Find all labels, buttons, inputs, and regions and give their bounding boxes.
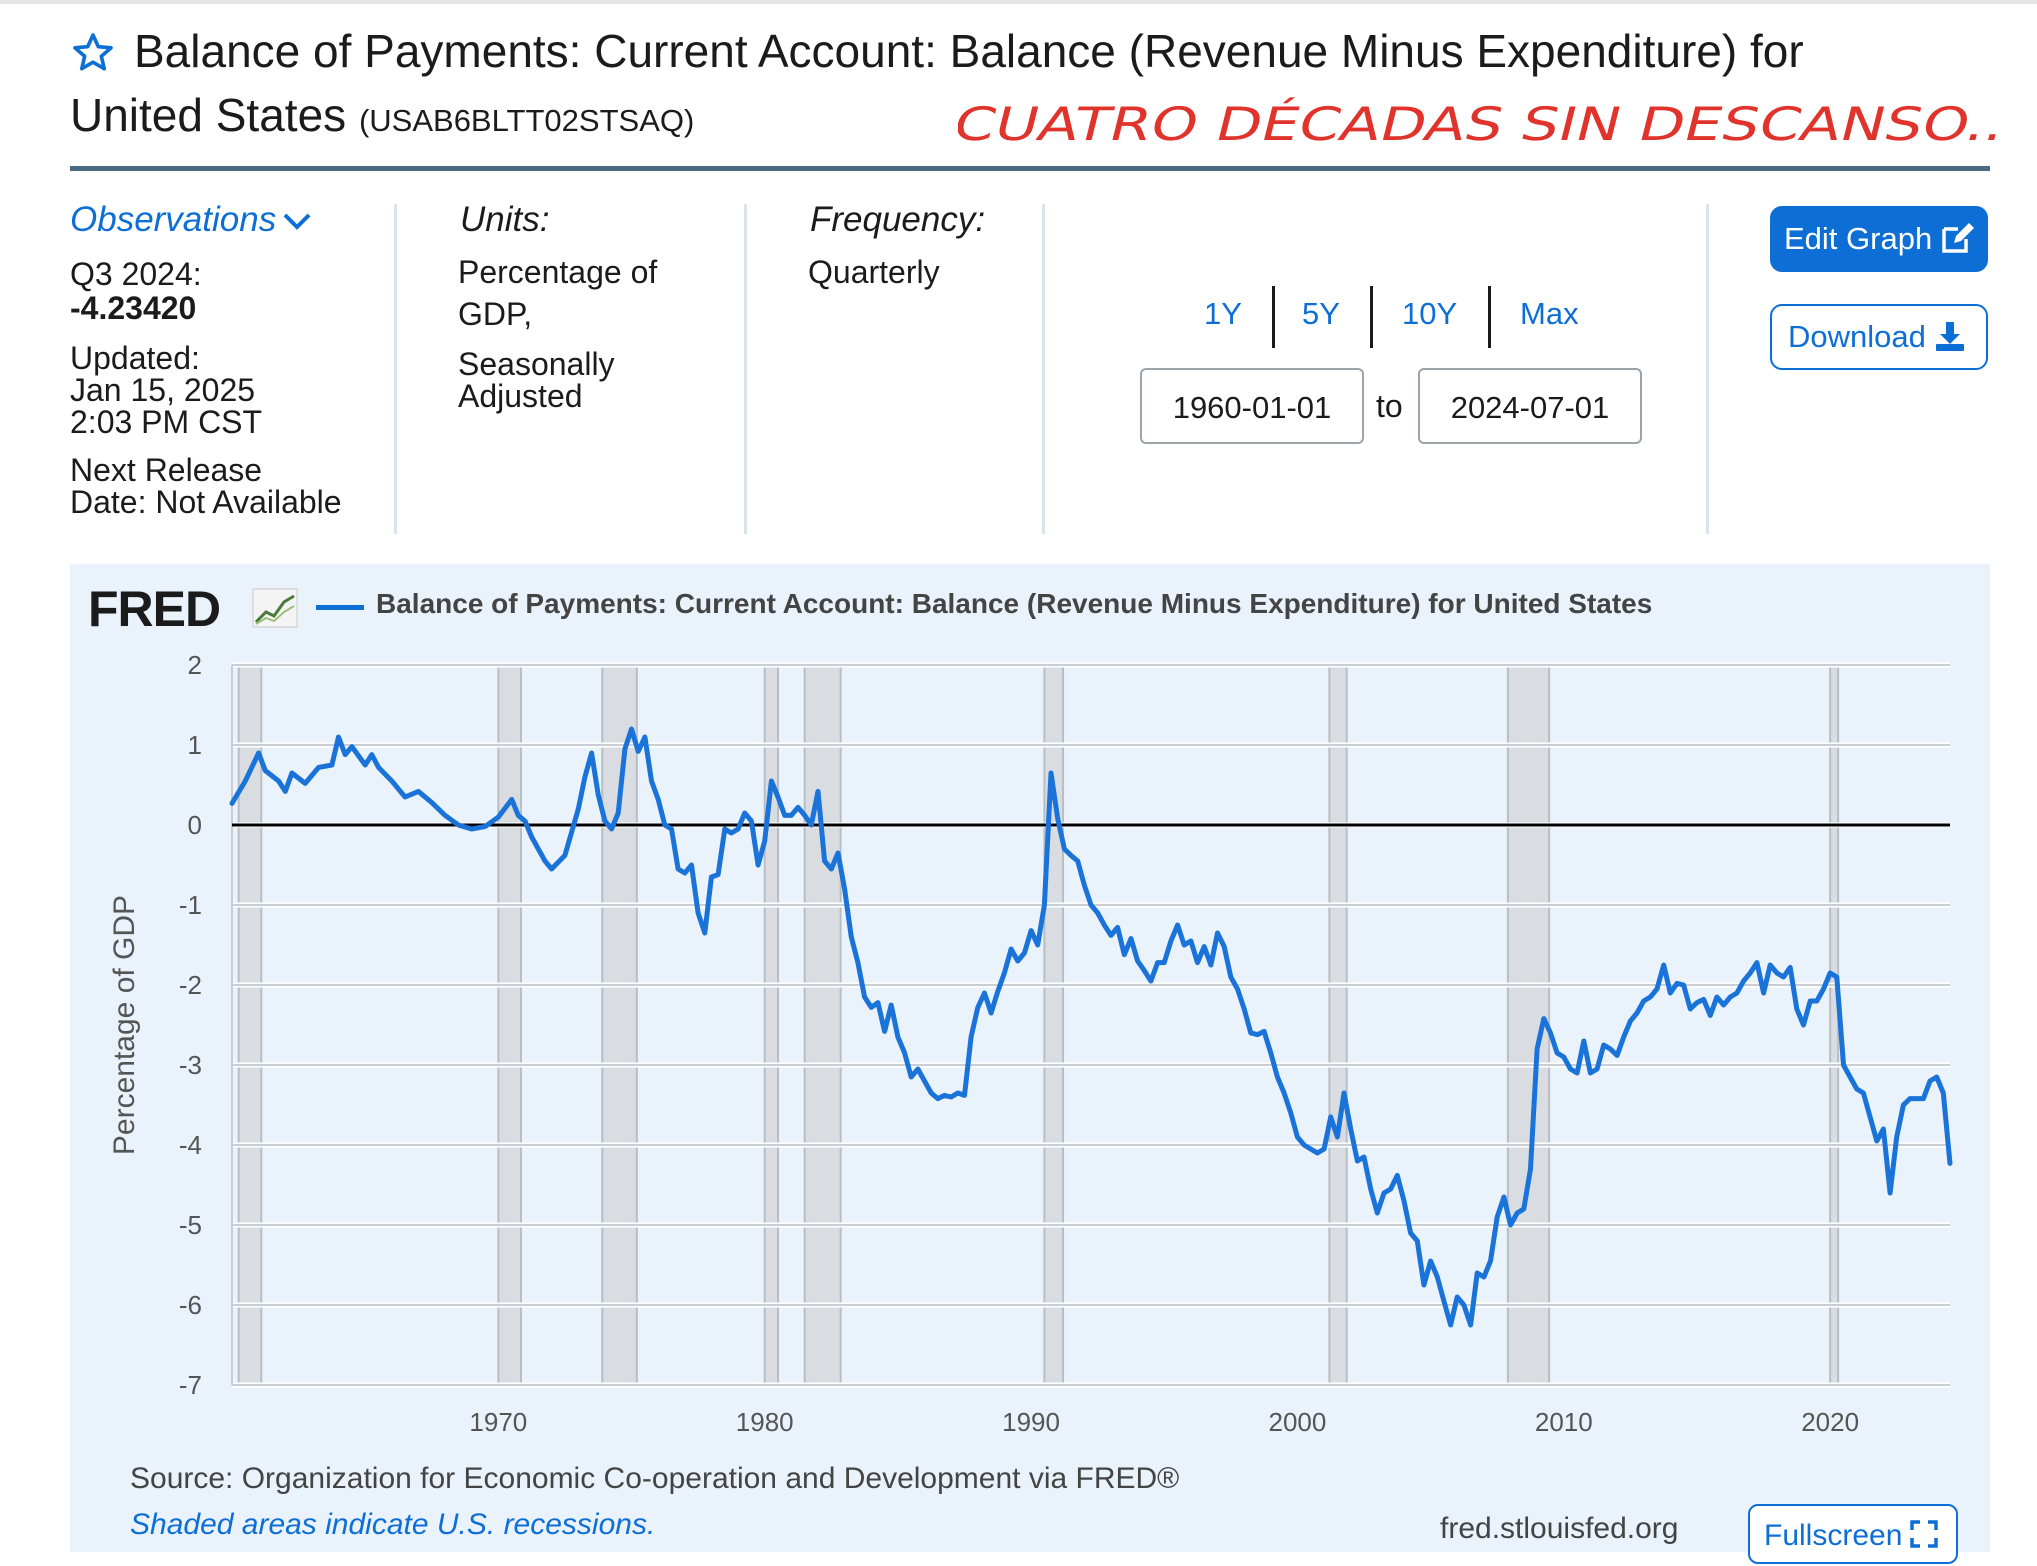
y-tick-label: 0	[188, 810, 202, 840]
units-line3: Seasonally	[458, 346, 615, 382]
fred-url[interactable]: fred.stlouisfed.org	[1440, 1512, 1679, 1545]
legend-series-label: Balance of Payments: Current Account: Ba…	[376, 588, 1653, 619]
x-tick-label: 1990	[1002, 1407, 1060, 1437]
chevron-down-icon	[283, 213, 311, 230]
next-release-label: Next Release	[70, 452, 263, 488]
fullscreen-label: Fullscreen	[1764, 1519, 1903, 1552]
next-release-value: Date: Not Available	[70, 484, 342, 520]
y-tick-label: -1	[179, 890, 202, 920]
handwritten-note: CUATRO DÉCADAS SIN DESCANSO..	[958, 98, 2011, 152]
y-axis-title: Percentage of GDP	[108, 895, 141, 1155]
fred-chart-logo-icon	[252, 588, 298, 628]
x-tick-label: 2020	[1801, 1407, 1859, 1437]
range-5y-button[interactable]: 5Y	[1302, 296, 1340, 331]
recession-band	[1329, 665, 1347, 1385]
x-tick-label: 1980	[736, 1407, 794, 1437]
range-divider	[1488, 286, 1491, 348]
recession-band	[1830, 665, 1839, 1385]
observations-label: Observations	[70, 200, 277, 239]
recession-note[interactable]: Shaded areas indicate U.S. recessions.	[130, 1508, 656, 1541]
edit-graph-label: Edit Graph	[1784, 221, 1933, 256]
title-country: United States	[70, 89, 347, 141]
units-line4: Adjusted	[458, 378, 583, 414]
fullscreen-button[interactable]: Fullscreen	[1748, 1504, 1958, 1564]
start-date-input[interactable]: 1960-01-01	[1140, 368, 1364, 444]
source-note: Source: Organization for Economic Co-ope…	[130, 1462, 1180, 1495]
column-divider	[744, 204, 747, 534]
range-10y-button[interactable]: 10Y	[1402, 296, 1458, 331]
recession-band	[764, 665, 779, 1385]
y-tick-label: -2	[179, 970, 202, 1000]
edit-graph-button[interactable]: Edit Graph	[1770, 206, 1988, 272]
fullscreen-icon	[1910, 1520, 1939, 1548]
range-1y-button[interactable]: 1Y	[1204, 296, 1242, 331]
range-max-button[interactable]: Max	[1520, 296, 1579, 331]
x-tick-label: 2000	[1269, 1407, 1327, 1437]
x-tick-label: 2010	[1535, 1407, 1593, 1437]
column-divider	[1042, 204, 1045, 534]
y-tick-label: -5	[179, 1210, 202, 1240]
x-tick-label: 1970	[469, 1407, 527, 1437]
y-tick-label: 2	[188, 650, 202, 680]
recession-band	[238, 665, 262, 1385]
download-icon	[1935, 321, 1964, 351]
range-divider	[1272, 286, 1275, 348]
observations-toggle[interactable]: Observations	[70, 200, 312, 240]
frequency-header: Frequency:	[810, 200, 986, 239]
series-line	[229, 726, 1953, 1328]
obs-period: Q3 2024:	[70, 256, 202, 292]
column-divider	[1706, 204, 1709, 534]
y-tick-label: -7	[179, 1370, 202, 1400]
y-tick-label: -3	[179, 1050, 202, 1080]
top-border	[0, 0, 2037, 4]
end-date-input[interactable]: 2024-07-01	[1418, 368, 1642, 444]
recession-band	[804, 665, 841, 1385]
column-divider	[394, 204, 397, 534]
recession-band	[602, 665, 637, 1385]
line-chart: 2 1 0 -1 -2 -3 -4 -5 -6 -7 1970 1980 1990 2000 2010 202…	[108, 650, 1953, 1437]
units-line1: Percentage of	[458, 254, 658, 290]
y-tick-label: -4	[179, 1130, 202, 1160]
fred-logo: FRED	[88, 581, 221, 637]
legend-swatch	[316, 605, 364, 610]
download-button[interactable]: Download	[1770, 304, 1988, 370]
download-label: Download	[1788, 319, 1926, 354]
recession-band	[498, 665, 521, 1385]
frequency-value: Quarterly	[808, 254, 940, 290]
star-outline-icon[interactable]	[70, 30, 116, 76]
obs-value: -4.23420	[70, 290, 197, 326]
range-divider	[1370, 286, 1373, 348]
edit-icon	[1942, 222, 1975, 253]
page-title-line2: United States (USAB6BLTT02STSAQ)	[70, 86, 694, 150]
recession-band	[1044, 665, 1064, 1385]
date-to-label: to	[1376, 388, 1403, 424]
units-line2: GDP,	[458, 296, 533, 332]
updated-label: Updated:	[70, 340, 200, 376]
page-title: Balance of Payments: Current Account: Ba…	[134, 25, 1804, 77]
updated-date: Jan 15, 2025	[70, 372, 256, 408]
y-tick-label: 1	[188, 730, 202, 760]
units-header: Units:	[460, 200, 550, 239]
title-divider	[70, 166, 1990, 171]
handwritten-note-text: CUATRO DÉCADAS SIN DESCANSO..	[958, 98, 2011, 152]
updated-time: 2:03 PM CST	[70, 404, 263, 440]
y-tick-label: -6	[179, 1290, 202, 1320]
series-id: (USAB6BLTT02STSAQ)	[358, 103, 695, 138]
